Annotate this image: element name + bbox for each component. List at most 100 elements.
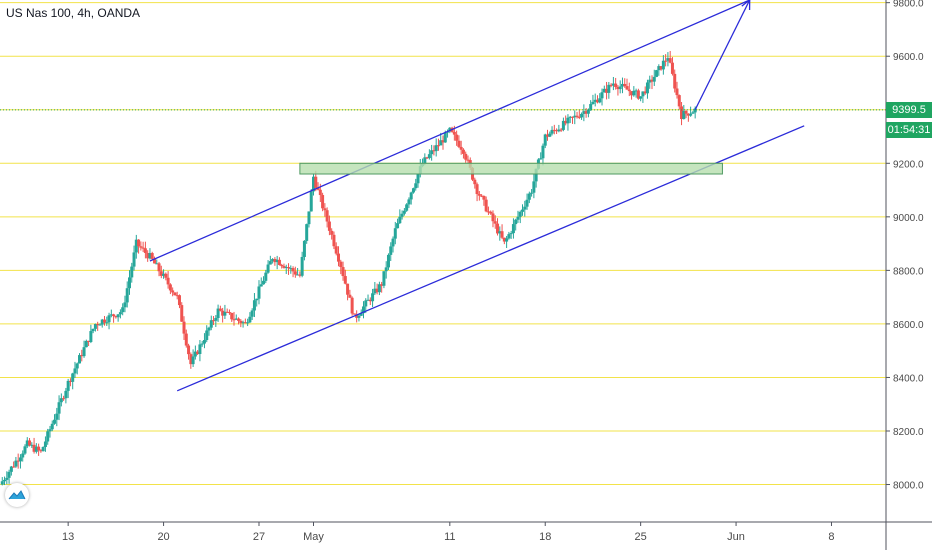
price-tick-label: 8200.0 xyxy=(893,427,924,438)
candle-body xyxy=(73,368,77,374)
candle-body xyxy=(668,58,672,63)
channel-trendline[interactable] xyxy=(149,0,750,262)
candle-body xyxy=(98,324,102,326)
candle-body xyxy=(41,446,45,452)
candle-body xyxy=(105,322,109,324)
candle-body xyxy=(114,316,118,318)
candle-body xyxy=(180,305,184,322)
candle-body xyxy=(5,477,9,480)
projection-arrow[interactable] xyxy=(694,0,751,111)
candle-body xyxy=(130,266,134,278)
candle-body xyxy=(371,293,375,302)
candle-body xyxy=(289,268,293,270)
candle-body xyxy=(175,295,179,297)
candle-body xyxy=(268,261,272,265)
candle-body xyxy=(620,83,624,87)
candle-body xyxy=(330,230,334,235)
candle-body xyxy=(448,127,452,132)
candle-body xyxy=(443,132,447,143)
price-tick-label: 9800.0 xyxy=(893,0,924,10)
candle-body xyxy=(141,247,145,249)
candle-body xyxy=(548,133,552,137)
time-tick-label: 11 xyxy=(444,531,455,543)
candle-body xyxy=(202,340,206,344)
candle-body xyxy=(657,66,661,71)
candle-body xyxy=(30,444,34,446)
candle-body xyxy=(611,83,615,86)
candle-body xyxy=(221,310,225,316)
candle-body xyxy=(16,460,20,462)
candle-body xyxy=(505,238,509,242)
candle-body xyxy=(146,252,150,259)
candle-body xyxy=(389,246,393,255)
candle-body xyxy=(564,120,568,124)
candle-body xyxy=(641,91,645,97)
candle-body xyxy=(116,314,120,318)
candlesticks[interactable] xyxy=(0,50,697,486)
candle-body xyxy=(559,129,563,131)
candle-body xyxy=(643,91,647,94)
candle-body xyxy=(191,356,195,365)
candle-body xyxy=(500,231,504,238)
time-tick-label: 27 xyxy=(253,531,265,543)
candle-body xyxy=(139,246,143,248)
candle-body xyxy=(391,238,395,247)
drawings-layer[interactable] xyxy=(149,0,805,392)
candle-body xyxy=(539,158,543,160)
candle-body xyxy=(530,192,534,194)
candle-body xyxy=(227,312,231,314)
candle-body xyxy=(89,331,93,342)
candle-body xyxy=(525,199,529,207)
candle-body xyxy=(514,219,518,225)
candle-body xyxy=(59,398,63,403)
candle-body xyxy=(441,140,445,143)
candle-body xyxy=(650,79,654,82)
candle-body xyxy=(196,351,200,355)
candle-body xyxy=(80,355,84,357)
candle-body xyxy=(361,306,365,314)
candle-body xyxy=(293,271,297,275)
candle-body xyxy=(132,252,136,267)
candle-body xyxy=(382,271,386,286)
candle-body xyxy=(561,120,565,130)
candle-body xyxy=(600,92,604,99)
symbol-title[interactable]: US Nas 100, 4h, OANDA xyxy=(6,6,141,20)
support-zone-rect[interactable] xyxy=(299,162,723,175)
candle-body xyxy=(546,134,550,137)
candle-body xyxy=(464,153,468,160)
candle-body xyxy=(112,314,116,317)
candle-body xyxy=(123,302,127,308)
candle-body xyxy=(250,310,254,317)
candle-body xyxy=(212,320,216,322)
tradingview-logo-icon[interactable] xyxy=(5,483,29,507)
candle-body xyxy=(416,174,420,184)
candle-body xyxy=(518,211,522,217)
candle-body xyxy=(375,288,379,293)
candle-body xyxy=(266,264,270,273)
candle-body xyxy=(198,344,202,355)
candle-body xyxy=(103,319,107,323)
candle-body xyxy=(568,116,572,118)
candle-body xyxy=(309,191,313,212)
candle-body xyxy=(605,88,609,93)
candle-body xyxy=(459,146,463,150)
price-tick-label: 9200.0 xyxy=(893,159,924,170)
candle-body xyxy=(243,322,247,324)
candle-body xyxy=(162,273,166,276)
candle-body xyxy=(225,311,229,313)
candle-body xyxy=(62,398,66,400)
candle-body xyxy=(332,234,336,247)
candle-body xyxy=(127,277,131,289)
candle-body xyxy=(200,343,204,345)
candle-body xyxy=(689,113,693,116)
candle-body xyxy=(241,322,245,324)
candle-body xyxy=(234,318,238,320)
candle-body xyxy=(355,314,359,318)
candle-body xyxy=(655,70,659,77)
candle-body xyxy=(298,274,302,276)
candle-body xyxy=(682,110,686,120)
candle-body xyxy=(252,300,256,311)
candle-body xyxy=(473,179,477,185)
candle-body xyxy=(34,446,38,452)
